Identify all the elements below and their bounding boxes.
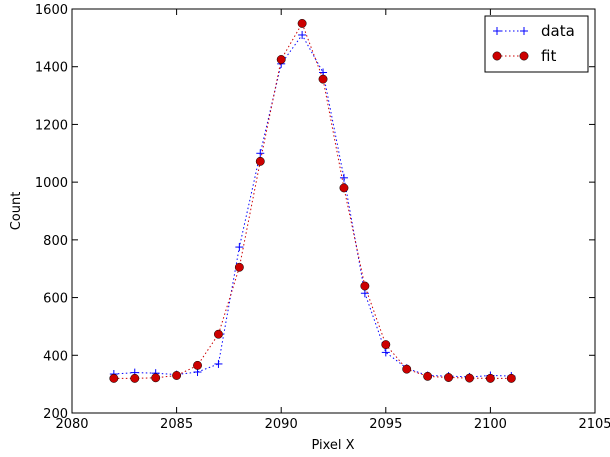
legend-item-fit: fit [492, 47, 556, 65]
data-point-fit [151, 373, 161, 383]
data-point-fit [506, 373, 516, 383]
data-point-data [360, 289, 369, 298]
legend: data fit [484, 15, 589, 73]
data-point-fit [297, 18, 307, 28]
legend-marker [493, 27, 501, 35]
x-axis: 2080 2085 2090 2095 2100 2105 [55, 9, 610, 432]
data-point-fit [213, 329, 223, 339]
data-point-data [214, 359, 223, 368]
y-tick-label: 800 [43, 234, 68, 249]
x-tick-label: 2085 [160, 417, 193, 432]
series-line-fit [113, 22, 512, 379]
x-tick-label: 2105 [578, 417, 610, 432]
data-point-fit [255, 156, 265, 166]
y-tick-label: 600 [43, 292, 68, 307]
data-point-fit [318, 74, 328, 84]
data-point-fit [339, 183, 349, 193]
legend-marker [520, 27, 528, 35]
data-point-fit [276, 55, 286, 64]
y-tick-label: 1200 [35, 118, 68, 133]
data-point-fit [172, 371, 182, 380]
y-tick-label: 400 [43, 349, 68, 364]
series-data [109, 30, 516, 381]
data-point-fit [444, 373, 454, 382]
data-point-fit [130, 373, 140, 383]
y-tick-label: 1000 [35, 176, 68, 191]
legend-marker [492, 51, 502, 61]
data-point-fit [109, 373, 119, 383]
y-axis: 200 400 600 800 1000 1200 1400 1600 [35, 3, 595, 422]
y-axis-label: Count [9, 192, 24, 231]
data-point-fit [193, 360, 202, 370]
y-tick-label: 1600 [35, 3, 68, 18]
x-tick-label: 2090 [265, 417, 298, 432]
data-point-fit [402, 364, 412, 374]
data-point-fit [485, 373, 495, 383]
data-point-fit [465, 373, 474, 383]
data-point-fit [423, 371, 433, 381]
legend-label: fit [541, 47, 556, 65]
y-tick-label: 200 [43, 407, 68, 422]
y-tick-label: 1400 [35, 61, 68, 76]
data-point-data [339, 173, 348, 182]
legend-marker [519, 51, 529, 61]
plot-area [109, 18, 516, 383]
plot-frame [71, 8, 596, 414]
data-point-data [235, 243, 244, 252]
data-point-data [381, 348, 390, 357]
x-tick-label: 2100 [474, 417, 507, 432]
x-axis-label: Pixel X [311, 438, 354, 453]
legend-item-data: data [493, 22, 575, 40]
data-point-data [256, 149, 265, 158]
x-tick-label: 2095 [369, 417, 402, 432]
data-point-fit [234, 262, 244, 272]
legend-box [484, 15, 589, 73]
series-fit [109, 18, 516, 383]
data-point-fit [381, 340, 391, 350]
x-tick-label: 2080 [55, 417, 88, 432]
data-point-fit [360, 281, 370, 291]
legend-label: data [541, 22, 575, 40]
series-line-data [113, 34, 512, 378]
data-point-data [298, 30, 307, 39]
